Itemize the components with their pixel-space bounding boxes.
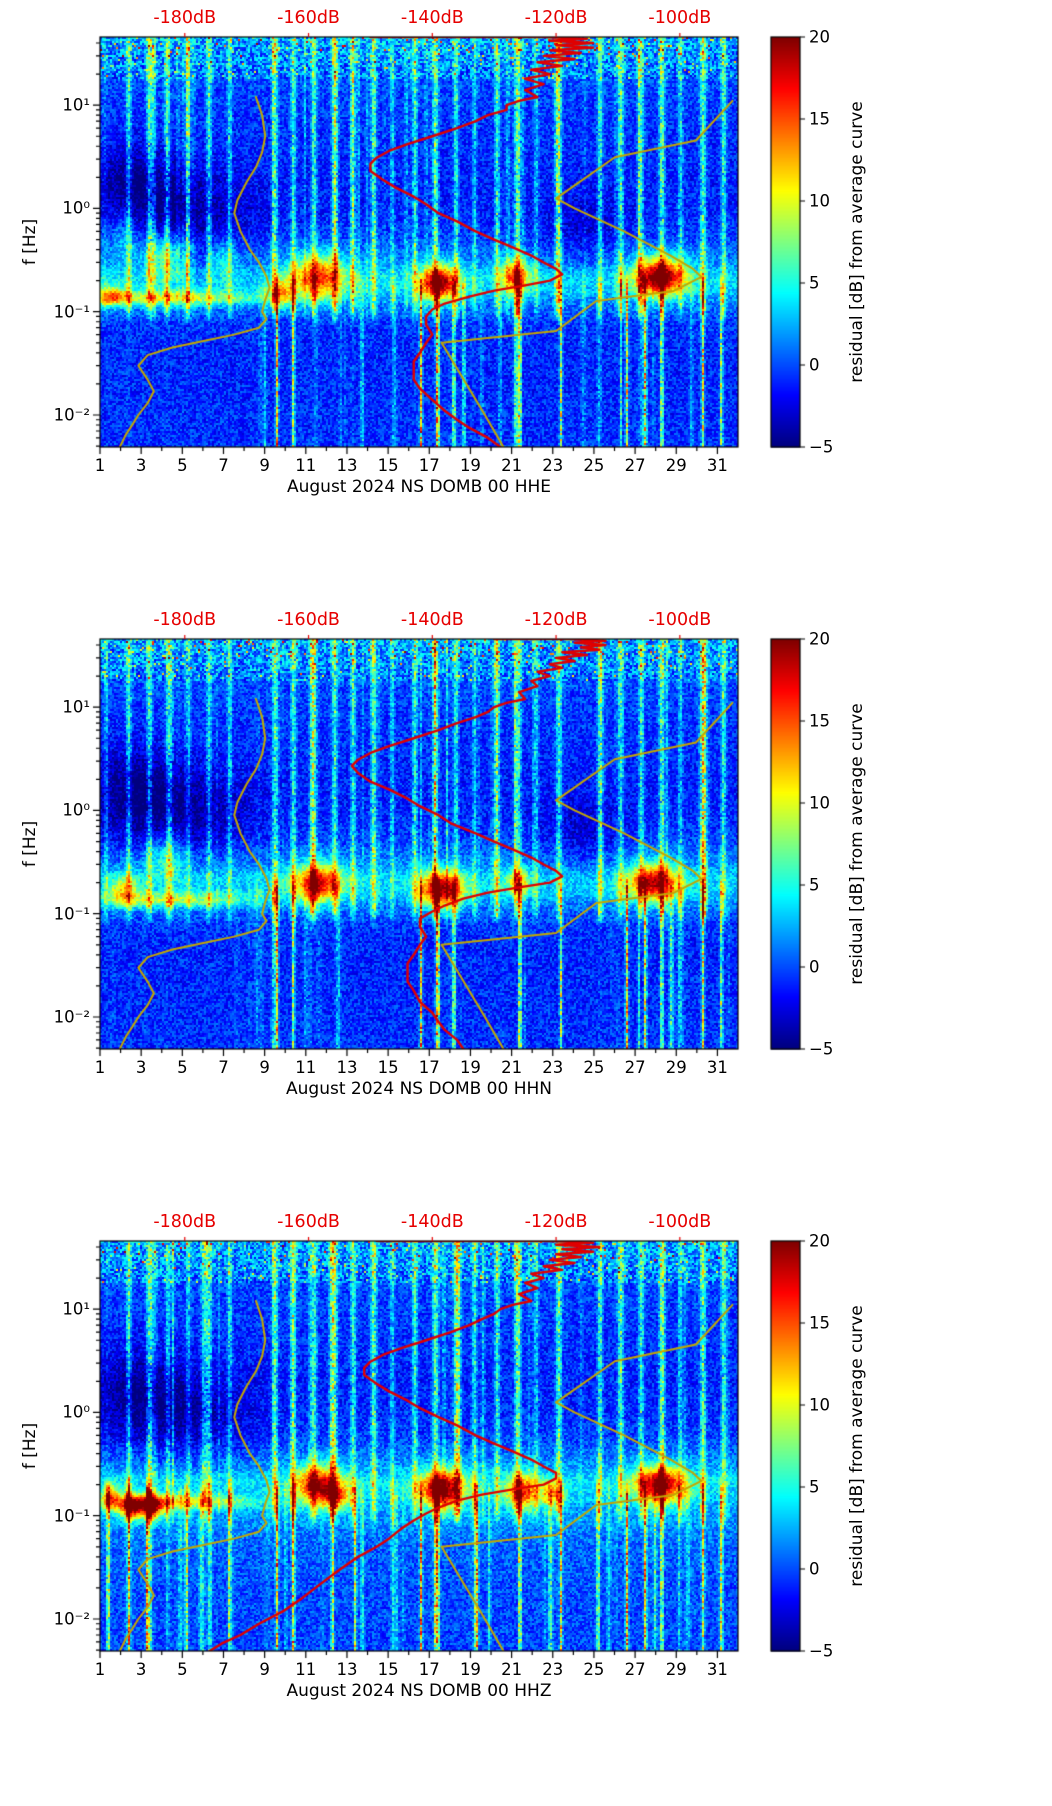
spectrogram-canvas xyxy=(0,0,1052,602)
colorbar-label: residual [dB] from average curve xyxy=(847,1305,867,1587)
y-axis-label: f [Hz] xyxy=(20,820,40,868)
colorbar-label: residual [dB] from average curve xyxy=(847,703,867,985)
y-axis-label: f [Hz] xyxy=(20,218,40,266)
x-axis-title: August 2024 NS DOMB 00 HHN xyxy=(286,1079,552,1099)
colorbar-label: residual [dB] from average curve xyxy=(847,101,867,383)
spectrogram-canvas xyxy=(0,602,1052,1204)
spectrogram-figure-hhz: f [Hz] August 2024 NS DOMB 00 HHZ residu… xyxy=(0,1204,1052,1806)
spectrogram-figure-hhn: f [Hz] August 2024 NS DOMB 00 HHN residu… xyxy=(0,602,1052,1204)
y-axis-label: f [Hz] xyxy=(20,1422,40,1470)
spectrogram-figure-hhe: f [Hz] August 2024 NS DOMB 00 HHE residu… xyxy=(0,0,1052,602)
x-axis-title: August 2024 NS DOMB 00 HHZ xyxy=(286,1681,552,1701)
spectrogram-canvas xyxy=(0,1204,1052,1806)
x-axis-title: August 2024 NS DOMB 00 HHE xyxy=(286,477,552,497)
